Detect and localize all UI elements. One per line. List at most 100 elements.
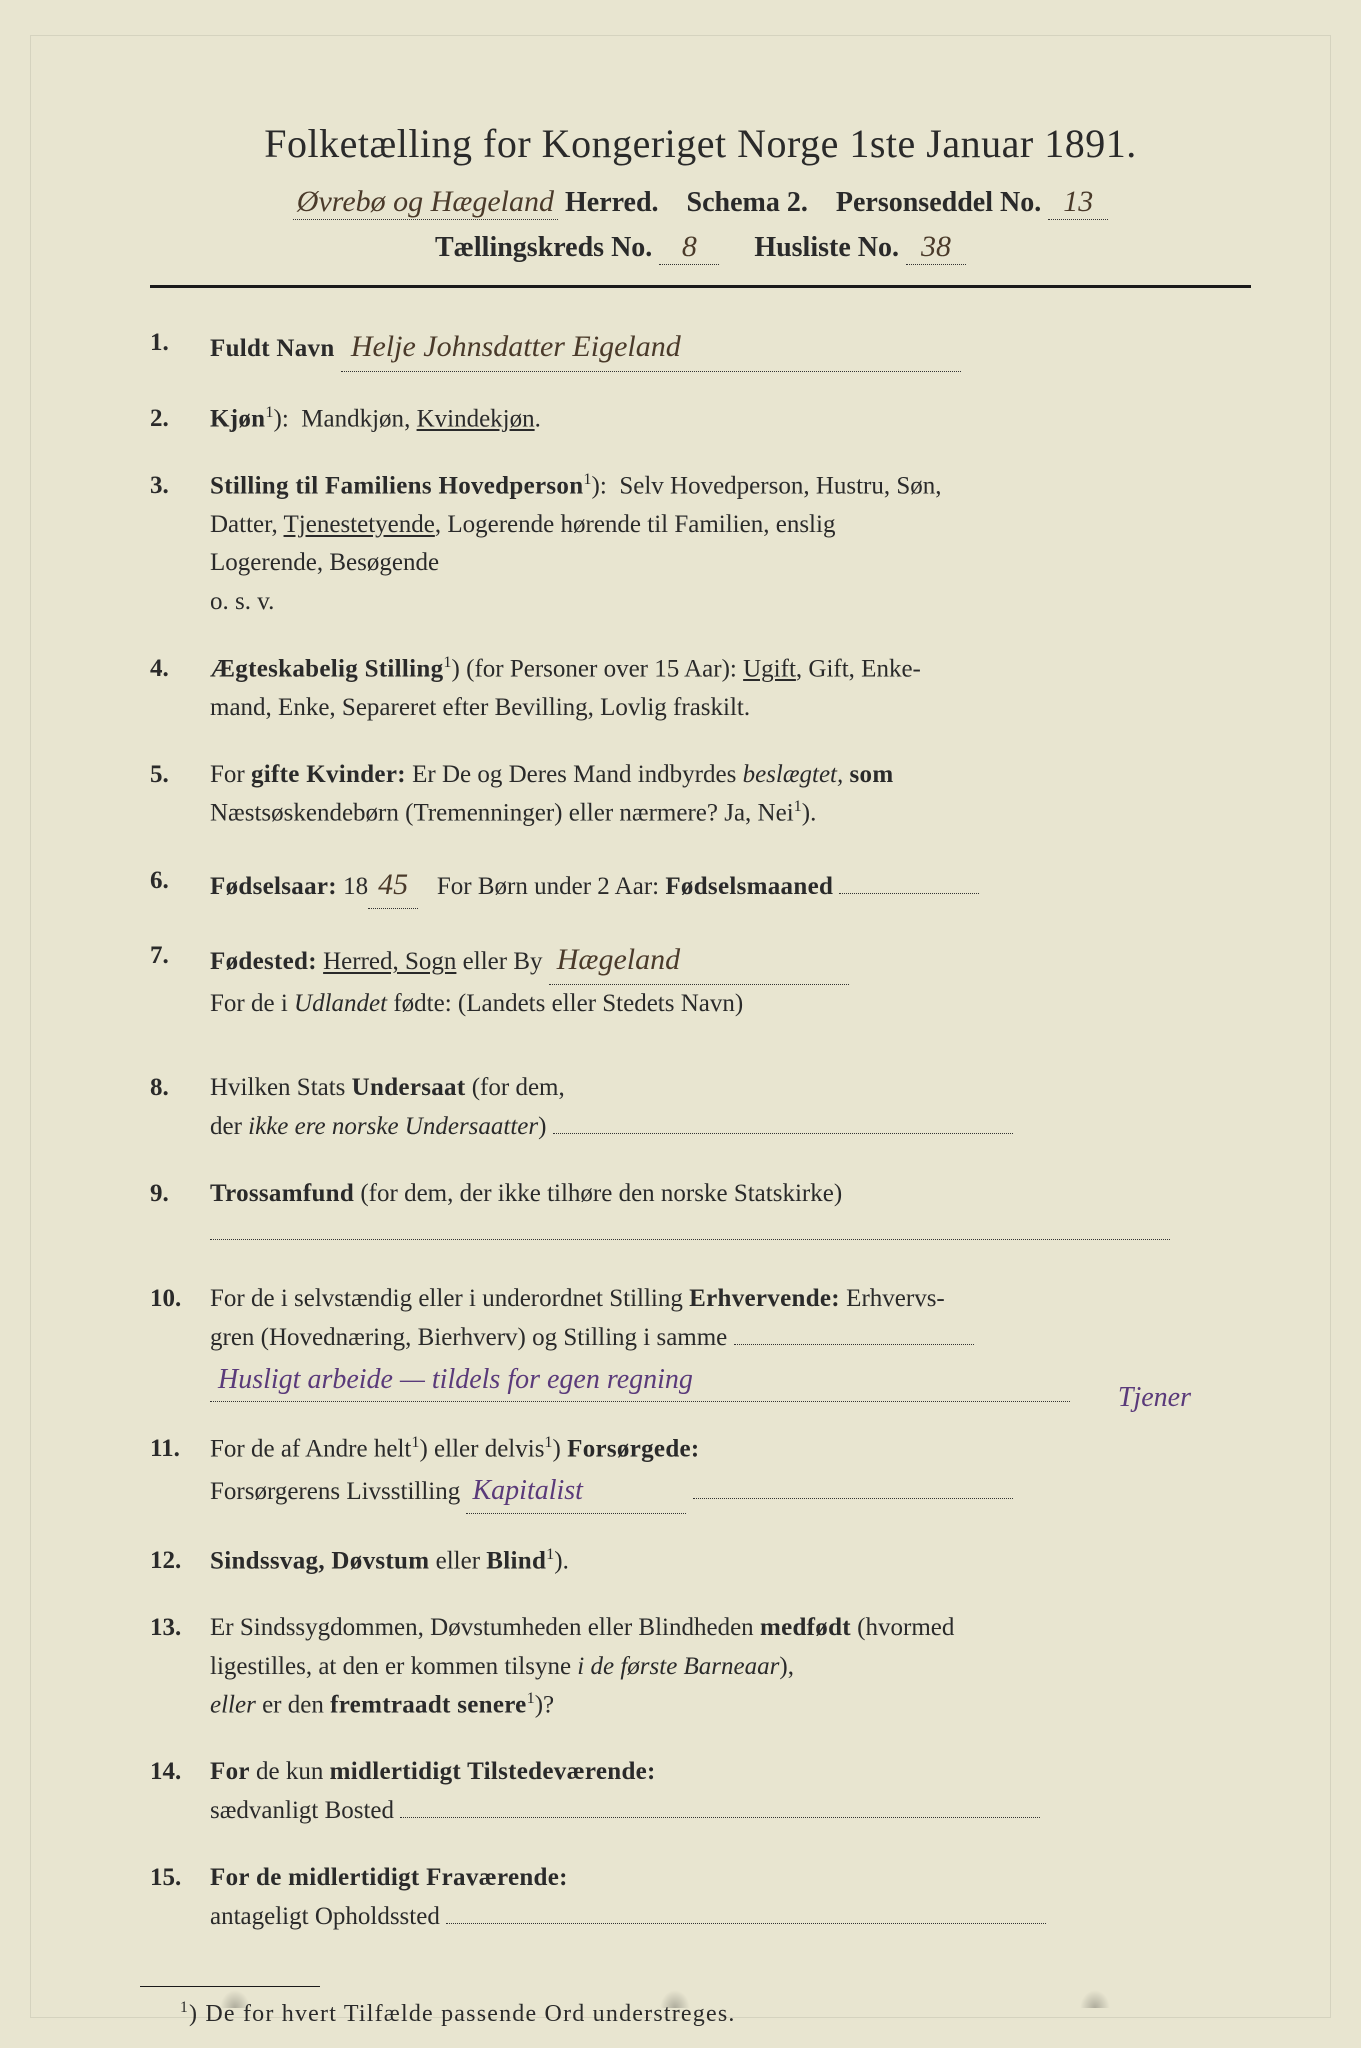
f12-mid: eller [436, 1547, 480, 1574]
f2-sup: 1 [265, 403, 273, 421]
field-1: Fuldt Navn Helje Johnsdatter Eigeland [140, 324, 1251, 372]
personseddel-label: Personseddel No. [836, 187, 1041, 218]
f11-value: Kapitalist [466, 1469, 686, 1513]
f2-opt-mand: Mandkjøn [301, 405, 404, 432]
kreds-label: Tællingskreds No. [435, 232, 652, 263]
f13-bold2: fremtraadt senere [330, 1692, 526, 1719]
personseddel-no: 13 [1048, 185, 1108, 220]
f10-bold1: Erhvervende: [689, 1285, 840, 1312]
f4-chosen: Ugift [743, 655, 796, 682]
schema-label: Schema 2. [687, 187, 808, 218]
fields-list: Fuldt Navn Helje Johnsdatter Eigeland Kj… [140, 324, 1261, 1936]
f13-line1b: (hvormed [857, 1614, 954, 1641]
f12-tail: ). [554, 1547, 569, 1574]
field-12: Sindssvag, Døvstum eller Blind1). [140, 1542, 1251, 1581]
herred-label: Herred. [565, 187, 659, 218]
f8-line1: Hvilken Stats [210, 1074, 345, 1101]
f14-bold: midlertidigt Tilstedeværende: [330, 1758, 656, 1785]
f13-ital: i de første Barneaar [577, 1653, 779, 1680]
field-13: Er Sindssygdommen, Døvstumheden eller Bl… [140, 1609, 1251, 1726]
f7-line2-ital: Udlandet [294, 990, 387, 1017]
f13-line3b: er den [262, 1692, 324, 1719]
tear-mark-1 [220, 1990, 250, 2008]
field-11: For de af Andre helt1) eller delvis1) Fo… [140, 1430, 1251, 1513]
f14-pre: For [210, 1758, 250, 1785]
f13-line1a: Er Sindssygdommen, Døvstumheden eller Bl… [210, 1614, 754, 1641]
field-6: Fødselsaar: 1845 For Børn under 2 Aar: F… [140, 862, 1251, 910]
field-7: Fødested: Herred, Sogn eller By Hægeland… [140, 937, 1251, 1023]
f9-text: (for dem, der ikke tilhøre den norske St… [360, 1180, 842, 1207]
f14-blank [400, 1817, 1040, 1818]
field-10: For de i selvstændig eller i underordnet… [140, 1280, 1251, 1402]
f10-line1a: For de i selvstændig eller i underordnet… [210, 1285, 683, 1312]
field-5: For gifte Kvinder: Er De og Deres Mand i… [140, 756, 1251, 834]
f10-line2: gren (Hovednæring, Bierhverv) og Stillin… [210, 1324, 727, 1351]
f7-label: Fødested: [210, 948, 317, 975]
f13-line2b: ), [779, 1653, 794, 1680]
kreds-line: Tællingskreds No. 8 Husliste No. 38 [140, 230, 1261, 265]
field-2: Kjøn1): Mandkjøn, Kvindekjøn. [140, 400, 1251, 439]
footnote-rule [140, 1986, 320, 1987]
husliste-label: Husliste No. [754, 232, 899, 263]
field-8: Hvilken Stats Undersaat (for dem, der ik… [140, 1069, 1251, 1147]
f13-line3a: eller [210, 1692, 256, 1719]
f7-line2-pre: For de i [210, 990, 288, 1017]
header-rule [150, 285, 1251, 288]
f10-margin-note: Tjener [1118, 1376, 1191, 1419]
f3-opt-c: Søn [896, 472, 935, 499]
field-15: For de midlertidigt Fraværende: antageli… [140, 1859, 1251, 1937]
f9-label: Trossamfund [210, 1180, 354, 1207]
f3-opt-a: Selv Hovedperson [619, 472, 803, 499]
f3-line2-post: , Logerende hørende til Familien, enslig [435, 511, 836, 538]
footnote-text: ) De for hvert Tilfælde passende Ord und… [189, 2001, 736, 2027]
f3-line3: Logerende, Besøgende [210, 549, 439, 576]
f8-ital: ikke ere norske Undersaatter [248, 1113, 538, 1140]
f6-label: Fødselsaar: [210, 873, 337, 900]
tear-mark-2 [660, 1990, 690, 2008]
f6-prefix: 18 [343, 873, 368, 900]
f5-tail: ). [802, 800, 817, 827]
f8-bold: Undersaat [352, 1074, 466, 1101]
f4-paren: (for Personer over 15 Aar): [466, 655, 737, 682]
f9-blank [210, 1239, 1170, 1240]
f5-line2: Næstsøskendebørn (Tremenninger) eller næ… [210, 800, 794, 827]
f8-line2: der [210, 1113, 242, 1140]
f11-mid: ) eller delvis [419, 1436, 544, 1463]
header-block: Folketælling for Kongeriget Norge 1ste J… [140, 120, 1261, 265]
f4-label: Ægteskabelig Stilling [210, 655, 443, 682]
f15-pre: For [210, 1864, 250, 1891]
f13-line2a: ligestilles, at den er kommen tilsyne [210, 1653, 571, 1680]
herred-line: Øvrebø og Hægeland Herred. Schema 2. Per… [140, 185, 1261, 220]
f13-tail: )? [535, 1692, 554, 1719]
f11-bold: Forsørgede: [567, 1436, 699, 1463]
f5-bold2: som [850, 761, 894, 788]
f5-text: Er De og Deres Mand indbyrdes [412, 761, 736, 788]
f1-value: Helje Johnsdatter Eigeland [341, 324, 961, 372]
f10-line1b: Erhvervs- [846, 1285, 945, 1312]
footnote-sup: 1 [180, 1999, 189, 2016]
f6-rest: For Børn under 2 Aar: [437, 873, 659, 900]
f3-line4: o. s. v. [210, 588, 274, 615]
f10-value: Husligt arbeide — tildels for egen regni… [210, 1358, 1070, 1402]
f7-line2-post: fødte: (Landets eller Stedets Navn) [393, 990, 743, 1017]
f11-blank [693, 1498, 1013, 1499]
f8-paren: (for dem, [472, 1074, 565, 1101]
f3-label: Stilling til Familiens Hovedperson [210, 472, 583, 499]
f11-line2: Forsørgerens Livsstilling [210, 1478, 460, 1505]
kreds-no: 8 [659, 230, 719, 265]
f15-blank [446, 1923, 1046, 1924]
f14-line2: sædvanligt Bosted [210, 1797, 394, 1824]
f7-opts: Herred, Sogn [323, 948, 456, 975]
census-form-page: Folketælling for Kongeriget Norge 1ste J… [0, 0, 1361, 2048]
f15-bold: de midlertidigt Fraværende: [256, 1864, 568, 1891]
f12-bold2: Blind [486, 1547, 546, 1574]
f13-sup: 1 [527, 1689, 535, 1707]
f11-line1: For de af Andre helt [210, 1436, 411, 1463]
f12-label: Sindssvag, Døvstum [210, 1547, 429, 1574]
field-14: For de kun midlertidigt Tilstedeværende:… [140, 1753, 1251, 1831]
f7-mid: eller By [463, 948, 543, 975]
field-3: Stilling til Familiens Hovedperson1): Se… [140, 467, 1251, 622]
f8-tail: ) [538, 1113, 546, 1140]
f5-bold1: gifte Kvinder: [251, 761, 406, 788]
f4-line2: mand, Enke, Separeret efter Bevilling, L… [210, 694, 750, 721]
